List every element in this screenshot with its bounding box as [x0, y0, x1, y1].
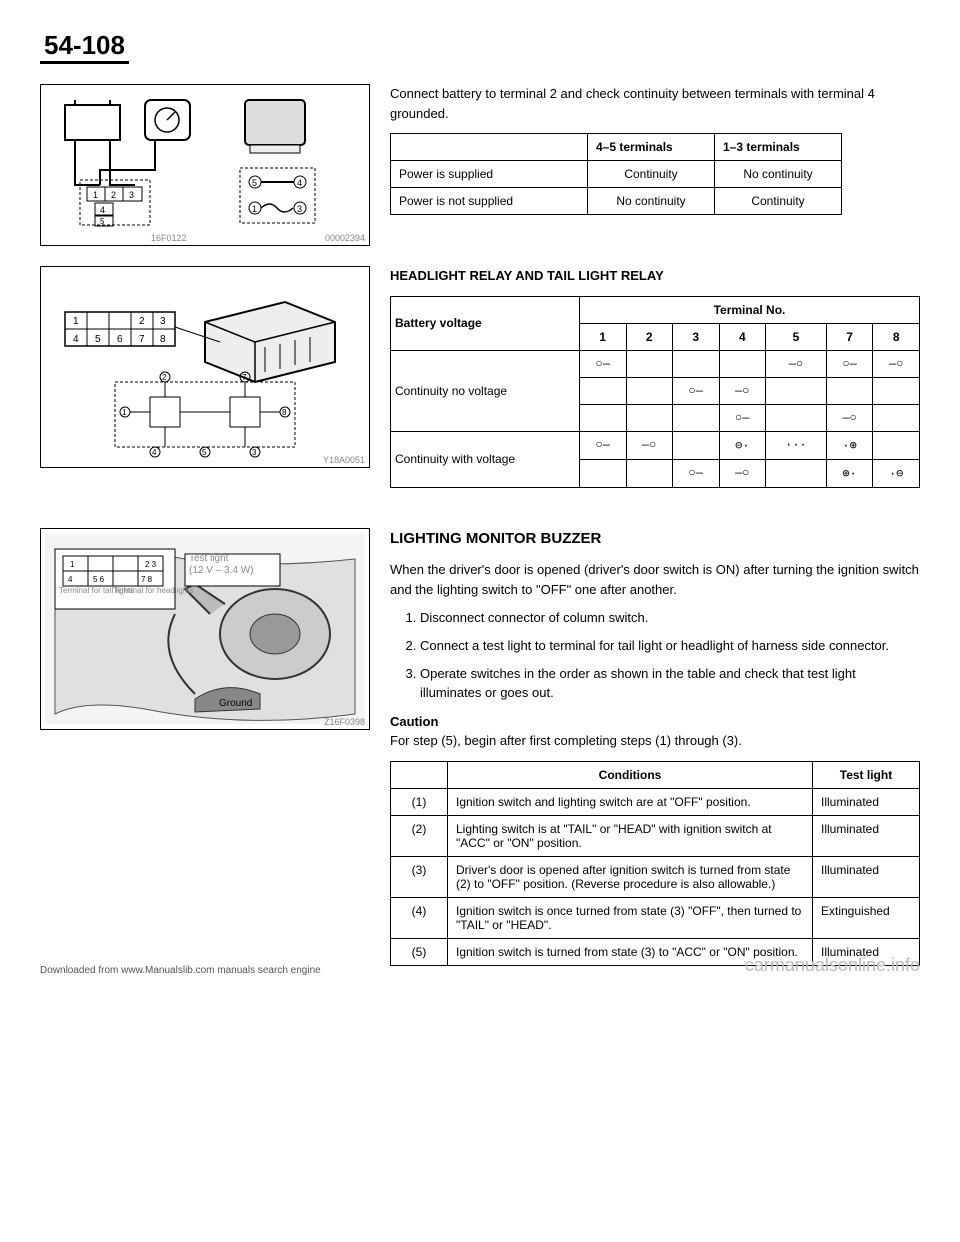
section1-intro: Connect battery to terminal 2 and check …	[390, 84, 920, 123]
diagram-test-light: 12 3 45 67 8 Terminal for tail lights Te…	[40, 528, 370, 730]
svg-text:1: 1	[93, 190, 98, 200]
svg-text:4: 4	[297, 178, 302, 188]
svg-text:8: 8	[282, 408, 287, 417]
svg-text:2: 2	[111, 190, 116, 200]
svg-text:3: 3	[297, 204, 302, 214]
fig-code: 16F0122	[151, 233, 187, 243]
svg-text:3: 3	[160, 316, 166, 327]
section3-title: LIGHTING MONITOR BUZZER	[390, 528, 920, 551]
section-buzzer: 12 3 45 67 8 Terminal for tail lights Te…	[40, 528, 920, 966]
diagram-headlight-relay: 1 2 3 4 5 6 7 8 2 7 1 8 4 5 3	[40, 266, 370, 468]
relay-terminal-table: Battery voltage Terminal No. 1 2 3 4 5 7…	[390, 296, 920, 488]
step-item: Disconnect connector of column switch.	[420, 609, 920, 627]
svg-text:7: 7	[139, 334, 145, 345]
table-row: (2) Lighting switch is at "TAIL" or "HEA…	[391, 815, 920, 856]
fig-code: 00002394	[325, 233, 365, 243]
svg-text:2: 2	[162, 373, 167, 382]
section-headlight-relay: 1 2 3 4 5 6 7 8 2 7 1 8 4 5 3	[40, 266, 920, 488]
table-row: (4) Ignition switch is once turned from …	[391, 897, 920, 938]
svg-text:1: 1	[70, 560, 75, 569]
label-term-head: Terminal for headlights	[113, 587, 193, 596]
svg-text:7 8: 7 8	[141, 575, 153, 584]
svg-text:5: 5	[252, 178, 257, 188]
step-item: Operate switches in the order as shown i…	[420, 665, 920, 701]
svg-text:8: 8	[160, 334, 166, 345]
section-relay-test: 123 4 5 5 4 1 3 16F0122 00002394 Conn	[40, 84, 920, 246]
svg-text:2 3: 2 3	[145, 560, 157, 569]
section2-title: HEADLIGHT RELAY AND TAIL LIGHT RELAY	[390, 266, 920, 286]
svg-text:5: 5	[95, 334, 101, 345]
svg-text:5 6: 5 6	[93, 575, 105, 584]
watermark-right: carmanualsonline.info	[745, 955, 920, 976]
watermark-left: Downloaded from www.Manualslib.com manua…	[40, 965, 321, 976]
label-test-spec: (12 V – 3.4 W)	[189, 565, 253, 576]
svg-text:5: 5	[100, 217, 105, 226]
svg-text:1: 1	[252, 204, 257, 214]
svg-text:7: 7	[242, 373, 247, 382]
caution-label: Caution	[390, 714, 438, 729]
svg-text:3: 3	[129, 190, 134, 200]
svg-text:4: 4	[73, 334, 79, 345]
section3-intro: When the driver's door is opened (driver…	[390, 560, 920, 599]
conditions-table: Conditions Test light (1) Ignition switc…	[390, 761, 920, 966]
svg-text:4: 4	[68, 575, 73, 584]
step-item: Connect a test light to terminal for tai…	[420, 637, 920, 655]
svg-text:4: 4	[100, 205, 105, 215]
svg-text:1: 1	[73, 316, 79, 327]
caution-text: For step (5), begin after first completi…	[390, 733, 742, 748]
fig-code: Y18A0051	[323, 455, 365, 465]
table-row: (3) Driver's door is opened after igniti…	[391, 856, 920, 897]
page-number: 54-108	[40, 30, 129, 64]
continuity-small-table: 4–5 terminals 1–3 terminals Power is sup…	[390, 133, 842, 215]
step-list: Disconnect connector of column switch. C…	[390, 609, 920, 702]
svg-text:1: 1	[122, 408, 127, 417]
diagram-relay-battery: 1 2 3 4 5 5 4 1 3 16F0122 00002394	[40, 84, 370, 246]
svg-text:4: 4	[152, 448, 157, 457]
table-row: (1) Ignition switch and lighting switch …	[391, 788, 920, 815]
svg-text:6: 6	[117, 334, 123, 345]
svg-text:3: 3	[252, 448, 257, 457]
label-test-light: Test light	[189, 553, 228, 564]
fig-code: Z16F0398	[324, 717, 365, 727]
svg-text:5: 5	[202, 448, 207, 457]
label-ground: Ground	[219, 698, 252, 709]
svg-text:2: 2	[139, 316, 145, 327]
